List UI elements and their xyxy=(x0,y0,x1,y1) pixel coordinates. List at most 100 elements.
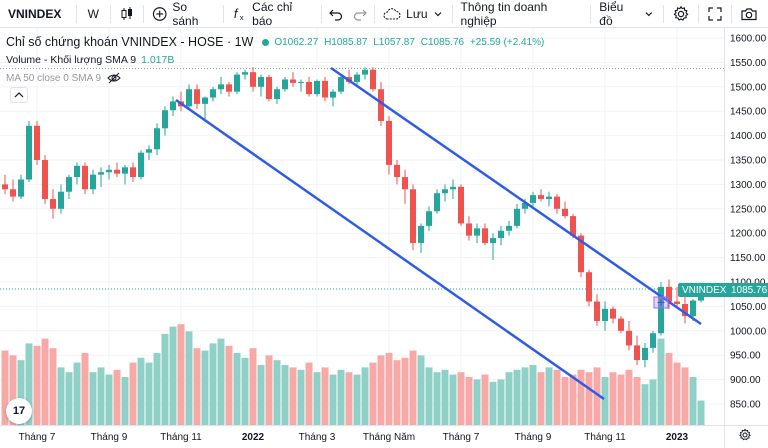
candle-body xyxy=(26,125,32,180)
settings-button[interactable] xyxy=(666,2,696,26)
candle-body xyxy=(330,91,336,98)
toolbar-divider xyxy=(451,4,453,23)
redo-button[interactable] xyxy=(348,2,372,26)
camera-icon xyxy=(741,7,757,20)
toolbar-divider xyxy=(698,4,700,23)
chevron-down-icon xyxy=(434,11,441,16)
cloud-icon xyxy=(383,7,401,20)
volume-bar xyxy=(657,338,665,425)
candle-body xyxy=(258,77,264,87)
symbol-search-button[interactable]: VNINDEX xyxy=(8,6,62,21)
candle-body xyxy=(146,149,152,153)
chart-grid xyxy=(0,28,724,425)
volume-bar xyxy=(625,369,633,425)
undo-button[interactable] xyxy=(324,2,348,26)
company-info-button[interactable]: Thông tin doanh nghiệp xyxy=(460,0,548,28)
price-chart[interactable]: 850.00900.00950.001000.001050.001100.001… xyxy=(0,28,768,448)
time-tick-label: Tháng 9 xyxy=(515,432,552,443)
candle-body xyxy=(394,164,400,178)
volume-bar xyxy=(689,377,697,425)
trendlines xyxy=(175,66,702,401)
candle-body xyxy=(546,196,552,200)
candle-body xyxy=(514,208,520,226)
ohlc-low: L1057.87 xyxy=(373,36,415,48)
volume-bar xyxy=(609,372,617,425)
candle-body xyxy=(274,89,280,99)
eye-off-icon[interactable] xyxy=(107,72,121,84)
plus-circle-icon xyxy=(152,6,167,21)
save-button[interactable]: Lưu xyxy=(377,2,449,26)
candle-body xyxy=(314,80,320,95)
legend-title[interactable]: Chỉ số chứng khoán VNINDEX - HOSE · 1W xyxy=(6,35,254,49)
snapshot-button[interactable] xyxy=(734,2,764,26)
volume-bar xyxy=(265,355,273,425)
candle-body xyxy=(186,89,192,107)
candle-body xyxy=(354,74,360,82)
time-tick-label: Tháng 7 xyxy=(19,432,56,443)
volume-bar xyxy=(177,324,185,425)
toolbar-divider xyxy=(374,4,376,23)
volume-bar xyxy=(433,372,441,425)
volume-bar xyxy=(297,369,305,425)
volume-bar xyxy=(593,367,601,425)
volume-legend-label[interactable]: Volume - Khối lượng SMA 9 xyxy=(6,54,137,66)
chart-menu-button[interactable]: Biểu đồ xyxy=(593,0,661,28)
volume-bar xyxy=(81,353,89,425)
toolbar-divider xyxy=(110,4,111,23)
volume-bar xyxy=(489,381,497,425)
candle-body xyxy=(218,84,224,90)
volume-bar xyxy=(465,377,473,425)
chart-menu-label: Biểu đồ xyxy=(599,0,624,28)
legend-collapse-button[interactable] xyxy=(10,87,28,103)
chart-legend: Chỉ số chứng khoán VNINDEX - HOSE · 1W O… xyxy=(6,34,547,86)
volume-bar xyxy=(313,372,321,425)
volume-bar xyxy=(641,384,649,425)
volume-bar xyxy=(41,338,49,425)
volume-bar xyxy=(49,348,57,425)
compare-button[interactable]: So sánh xyxy=(146,0,221,28)
interval-button[interactable]: W xyxy=(87,6,99,21)
volume-bar xyxy=(401,357,409,425)
candle-body xyxy=(98,172,104,175)
volume-bar xyxy=(585,372,593,425)
volume-bar xyxy=(417,355,425,425)
candle-body xyxy=(570,216,576,236)
ma-legend-label[interactable]: MA 50 close 0 SMA 9 xyxy=(6,72,102,84)
time-tick-label: Tháng Năm xyxy=(363,432,415,443)
fullscreen-button[interactable] xyxy=(701,2,729,26)
volume-bar xyxy=(25,343,33,425)
candle-body xyxy=(202,97,208,104)
toolbar-divider xyxy=(731,4,733,23)
indicators-button[interactable]: f x Các chỉ báo xyxy=(226,0,319,28)
tradingview-logo[interactable]: 17 xyxy=(6,398,32,424)
gear-icon[interactable] xyxy=(738,428,752,442)
time-axis: Tháng 7 Tháng 9 Tháng 11 2022 Tháng 3 Tháng N… xyxy=(0,425,768,443)
volume-bar xyxy=(225,345,233,425)
price-tick-label: 1500.00 xyxy=(730,82,767,93)
volume-bar xyxy=(17,360,25,425)
candle-body xyxy=(58,191,64,209)
volume-bar xyxy=(137,357,145,425)
volume-bar xyxy=(9,355,17,425)
volume-bar xyxy=(457,372,465,425)
candle-body xyxy=(90,174,96,190)
time-tick-label: 2023 xyxy=(666,432,689,443)
lower-trendline xyxy=(175,98,605,401)
candle-body xyxy=(498,230,504,239)
volume-bar xyxy=(129,362,137,425)
chart-type-button[interactable] xyxy=(113,2,141,26)
price-tick-label: 1600.00 xyxy=(730,34,767,45)
price-tick-label: 1550.00 xyxy=(730,58,767,69)
price-tick-label: 1400.00 xyxy=(730,131,767,142)
candle-body xyxy=(434,193,440,212)
upper-trendline xyxy=(330,66,702,326)
volume-bar xyxy=(649,379,657,425)
volume-bar xyxy=(337,369,345,425)
time-tick-label: 2022 xyxy=(242,432,265,443)
volume-bar xyxy=(97,367,105,425)
price-tick-label: 1300.00 xyxy=(730,180,767,191)
price-tick-label: 850.00 xyxy=(730,400,761,411)
volume-bar xyxy=(185,331,193,425)
volume-bar xyxy=(1,350,9,425)
candle-body xyxy=(482,228,488,243)
